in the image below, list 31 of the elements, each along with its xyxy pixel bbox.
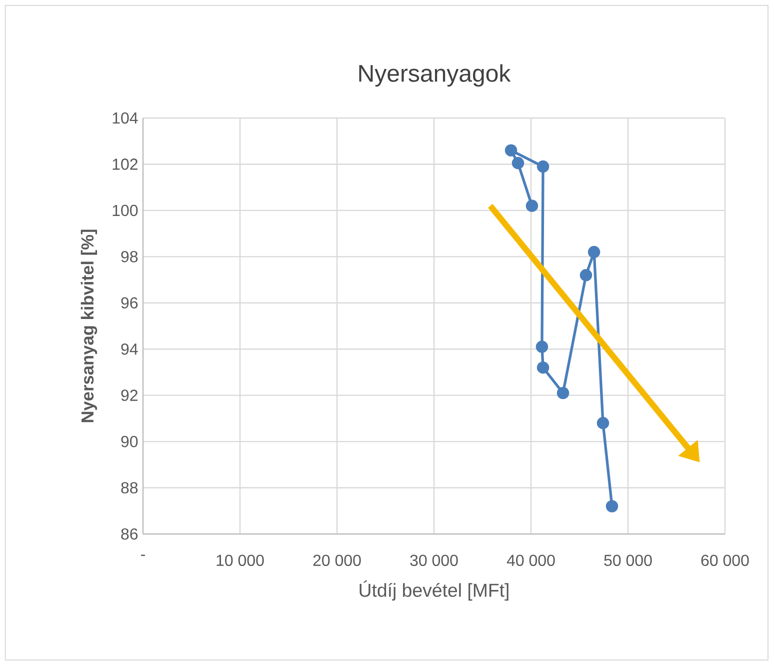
point — [580, 269, 592, 282]
x-tick-label: 10 000 — [216, 554, 264, 566]
point — [606, 500, 618, 512]
y-tick-label: 104 — [112, 112, 138, 124]
point — [512, 156, 524, 170]
x-tick-label: 40 000 — [506, 554, 555, 566]
y-tick-label: 90 — [121, 436, 138, 448]
point — [536, 340, 548, 353]
y-tick-label: 96 — [121, 297, 138, 309]
x-tick-label: 50 000 — [604, 554, 652, 566]
y-tick-label: 88 — [121, 482, 138, 494]
point — [536, 361, 550, 374]
y-tick-label: 98 — [121, 251, 138, 262]
y-axis-title: Nyersanyag kibvitel [%] — [80, 230, 98, 422]
chart-title: Nyersanyagok — [359, 64, 511, 87]
y-tick-label: 100 — [112, 204, 138, 216]
y-tick-label: 94 — [121, 343, 138, 355]
y-tick-label: 86 — [121, 528, 138, 540]
point — [504, 144, 518, 156]
x-tick-label: - — [141, 554, 145, 556]
point — [536, 160, 550, 173]
y-tick-label: 92 — [121, 390, 138, 401]
point — [526, 200, 538, 212]
point — [596, 416, 610, 430]
x-axis-title: Útdíj bevétel [MFt] — [360, 580, 508, 601]
x-tick-label: 20 000 — [313, 554, 361, 566]
point — [556, 386, 570, 400]
x-tick-label: 30 000 — [410, 554, 458, 566]
point — [588, 246, 600, 258]
y-tick-label: 102 — [112, 158, 138, 170]
x-tick-label: 60 000 — [701, 554, 749, 566]
